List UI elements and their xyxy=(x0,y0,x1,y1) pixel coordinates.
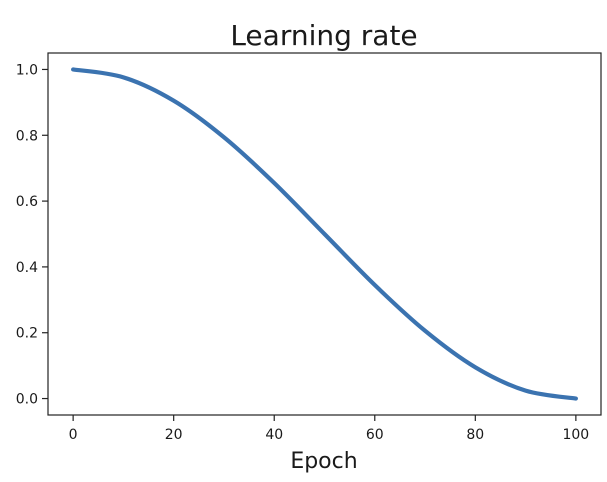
y-tick-label: 0.8 xyxy=(16,128,38,144)
y-tick-label: 0.6 xyxy=(16,194,38,210)
x-tick-label: 60 xyxy=(366,427,384,443)
y-tick-label: 0.4 xyxy=(16,260,38,276)
chart-title: Learning rate xyxy=(230,19,417,52)
x-tick-label: 40 xyxy=(265,427,283,443)
x-tick-label: 20 xyxy=(165,427,183,443)
y-tick-label: 0.2 xyxy=(16,326,38,342)
y-tick-label: 1.0 xyxy=(16,62,38,78)
x-axis: 0 20 40 60 80 100 xyxy=(69,415,589,443)
y-tick-label: 0.0 xyxy=(16,392,38,408)
x-tick-label: 80 xyxy=(466,427,484,443)
x-tick-label: 0 xyxy=(69,427,78,443)
y-axis: 0.0 0.2 0.4 0.6 0.8 1.0 xyxy=(16,62,48,408)
x-axis-label: Epoch xyxy=(290,449,357,474)
series-line xyxy=(71,67,578,401)
x-tick-label: 100 xyxy=(562,427,589,443)
plot-frame xyxy=(47,52,602,416)
